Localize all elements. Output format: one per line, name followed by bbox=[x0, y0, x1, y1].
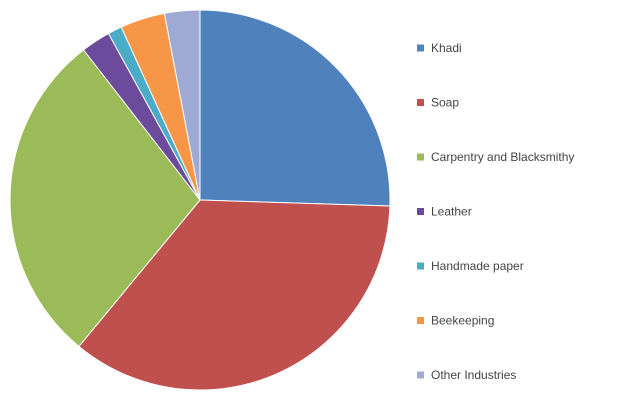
legend-item: Khadi bbox=[417, 41, 462, 55]
legend-label: Other Industries bbox=[431, 368, 516, 382]
legend-item: Handmade paper bbox=[417, 259, 524, 273]
pie-slice-carpentry-and-blacksmithy bbox=[9, 49, 201, 348]
legend-swatch bbox=[417, 99, 424, 106]
legend-label: Soap bbox=[431, 96, 459, 110]
legend-label: Leather bbox=[431, 205, 472, 219]
pie-slices bbox=[9, 9, 391, 391]
legend-swatch bbox=[417, 317, 424, 324]
legend-item: Other Industries bbox=[417, 368, 516, 382]
legend-swatch bbox=[417, 371, 424, 379]
legend-item: Leather bbox=[417, 205, 472, 219]
pie-slice-other-industries bbox=[163, 9, 201, 201]
legend-label: Carpentry and Blacksmithy bbox=[431, 150, 574, 164]
legend: Khadi Soap Carpentry and Blacksmithy Leathe… bbox=[417, 41, 574, 382]
legend-label: Khadi bbox=[431, 41, 462, 55]
legend-item: Beekeeping bbox=[417, 314, 494, 328]
legend-item: Soap bbox=[417, 96, 459, 110]
legend-label: Handmade paper bbox=[431, 259, 524, 273]
legend-swatch bbox=[417, 153, 424, 161]
legend-item: Carpentry and Blacksmithy bbox=[417, 150, 574, 164]
legend-swatch bbox=[417, 262, 424, 270]
pie-slice-soap bbox=[78, 199, 391, 391]
legend-swatch bbox=[417, 44, 424, 52]
pie-slice-khadi bbox=[199, 9, 391, 207]
legend-swatch bbox=[417, 208, 424, 215]
legend-label: Beekeeping bbox=[431, 314, 494, 328]
